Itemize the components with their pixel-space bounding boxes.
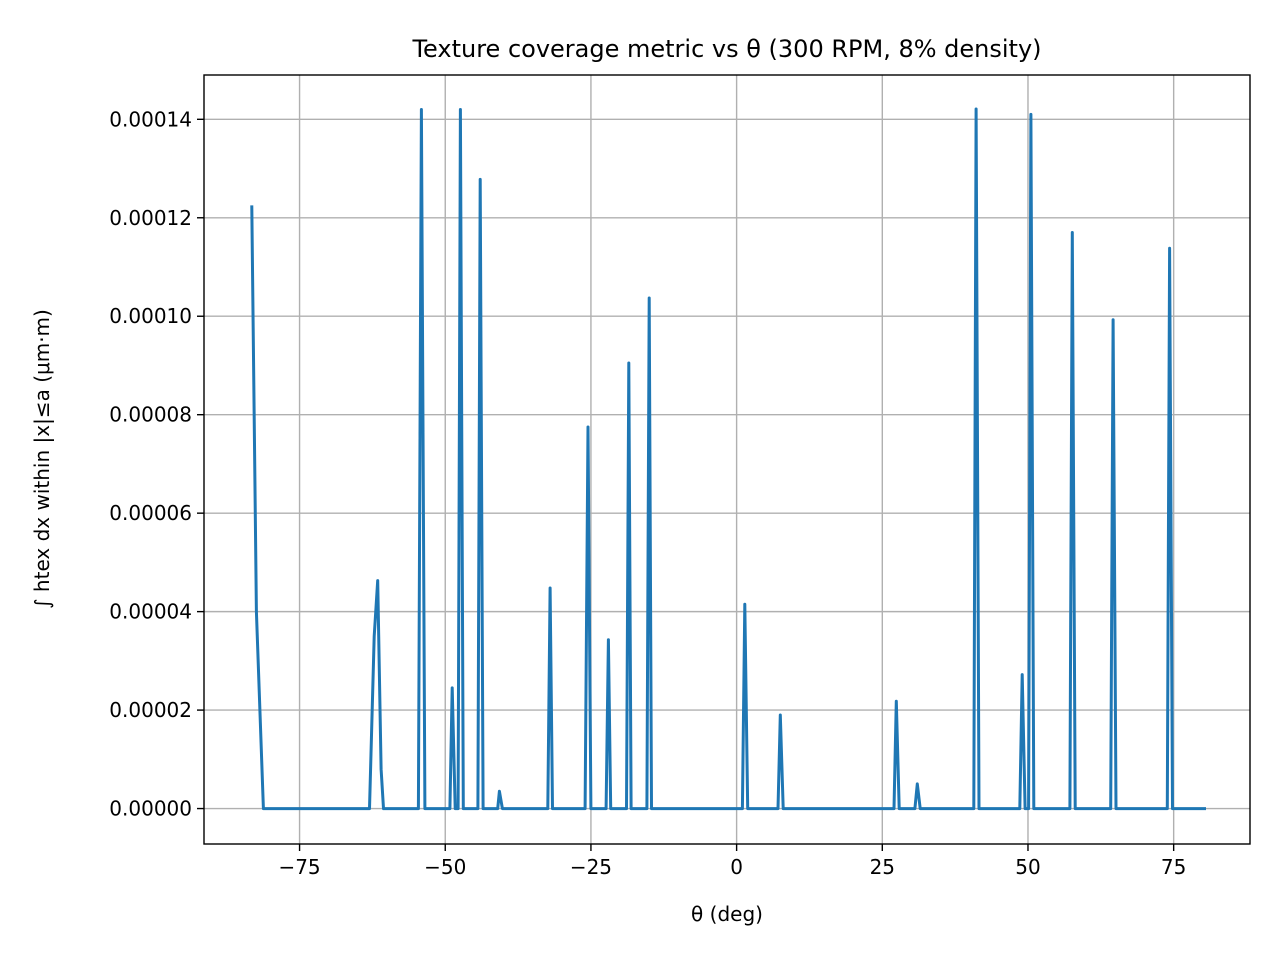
chart-title: Texture coverage metric vs θ (300 RPM, 8… <box>411 35 1041 63</box>
series-line <box>250 107 1206 811</box>
x-tick-label: 50 <box>1015 855 1040 879</box>
x-tick-label: 0 <box>730 855 743 879</box>
x-tick-label: 75 <box>1161 855 1186 879</box>
y-tick-label: 0.00000 <box>109 797 192 821</box>
y-tick-label: 0.00008 <box>109 403 192 427</box>
y-tick-label: 0.00010 <box>109 304 192 328</box>
plot-frame <box>203 74 1251 845</box>
series-lines <box>250 107 1206 811</box>
plot-area <box>204 75 1250 844</box>
y-tick-label: 0.00014 <box>109 107 192 131</box>
axis-ticks: −75 −50 −25 0 25 50 75 0.00000 0.00002 0.00004 0.0… <box>109 107 1186 879</box>
y-tick-label: 0.00006 <box>109 501 192 525</box>
y-tick-label: 0.00002 <box>109 698 192 722</box>
y-axis-label: ∫ htex dx within |x|≤a (μm·m) <box>30 309 54 609</box>
x-tick-label: −50 <box>424 855 466 879</box>
x-axis-label: θ (deg) <box>691 902 763 926</box>
x-tick-label: −25 <box>570 855 612 879</box>
x-tick-label: −75 <box>278 855 320 879</box>
y-tick-label: 0.00004 <box>109 600 192 624</box>
y-tick-label: 0.00012 <box>109 206 192 230</box>
x-tick-label: 25 <box>870 855 895 879</box>
